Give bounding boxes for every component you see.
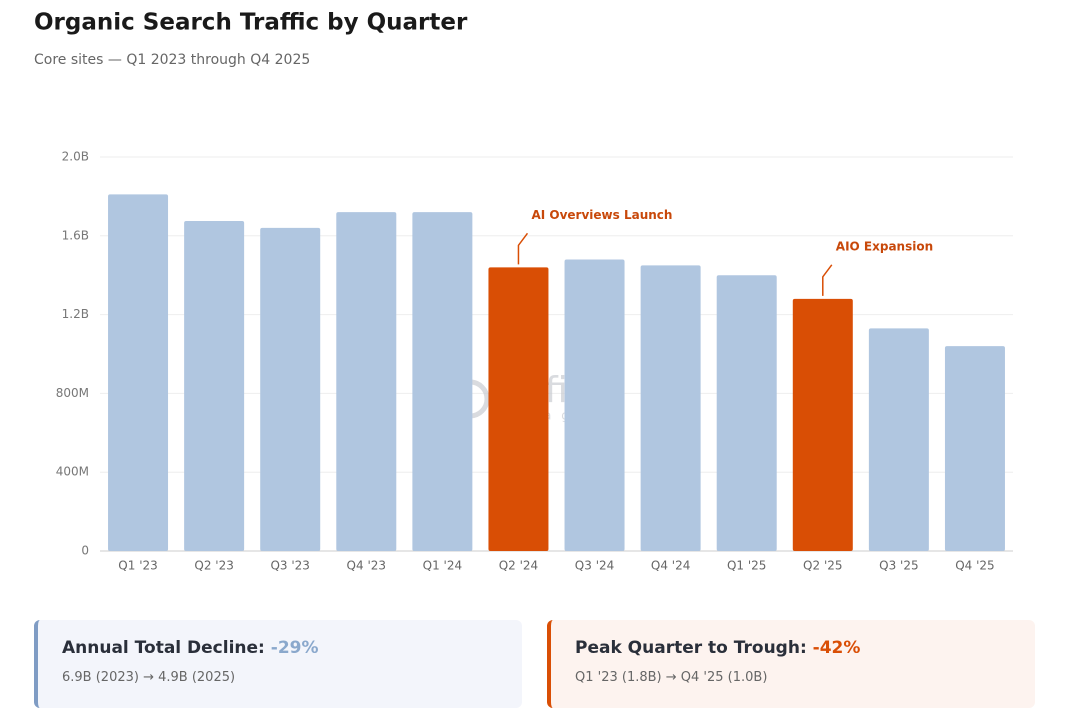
- x-tick-label: Q4 '23: [347, 559, 386, 573]
- x-tick-label: Q1 '25: [727, 559, 766, 573]
- chart-title: Organic Search Traffic by Quarter: [34, 10, 468, 36]
- x-tick-label: Q1 '24: [423, 559, 462, 573]
- y-tick-label: 2.0B: [62, 150, 89, 164]
- x-tick-label: Q2 '25: [803, 559, 842, 573]
- card-value: -29%: [270, 638, 319, 658]
- bar: [488, 267, 549, 551]
- card-detail: 6.9B (2023) → 4.9B (2025): [62, 670, 236, 685]
- chart: Organic Search Traffic by Quarter Core s…: [34, 10, 1013, 573]
- bar: [260, 227, 321, 552]
- card-title: Annual Total Decline: -29%: [62, 638, 522, 658]
- annotation-leader: [517, 232, 529, 265]
- bar: [640, 265, 701, 551]
- y-tick-label: 800M: [56, 386, 89, 400]
- x-tick-label: Q2 '23: [194, 559, 233, 573]
- x-tick-label: Q2 '24: [499, 559, 538, 573]
- x-tick-label: Q3 '24: [575, 559, 614, 573]
- card-label: Annual Total Decline:: [62, 638, 265, 658]
- bar: [716, 275, 777, 551]
- bar: [412, 212, 473, 551]
- bar: [336, 212, 397, 551]
- card-title: Peak Quarter to Trough: -42%: [575, 638, 1035, 658]
- annotation-leader: [822, 264, 833, 296]
- summary-card: Annual Total Decline: -29% 6.9B (2023) →…: [34, 620, 522, 708]
- chart-subtitle: Core sites — Q1 2023 through Q4 2025: [34, 52, 310, 68]
- annotation: AIO Expansion: [836, 239, 933, 253]
- annotation: AI Overviews Launch: [531, 208, 672, 222]
- card-label: Peak Quarter to Trough:: [575, 638, 807, 658]
- bar: [792, 298, 853, 551]
- card-detail: Q1 '23 (1.8B) → Q4 '25 (1.0B): [575, 670, 768, 685]
- summary-card: Peak Quarter to Trough: -42% Q1 '23 (1.8…: [547, 620, 1035, 708]
- y-tick-label: 1.2B: [62, 307, 89, 321]
- y-tick-label: 0: [81, 544, 89, 558]
- bar: [944, 346, 1005, 551]
- y-tick-label: 400M: [56, 465, 89, 479]
- bar: [184, 221, 245, 551]
- x-tick-label: Q4 '25: [955, 559, 994, 573]
- x-tick-label: Q1 '23: [118, 559, 157, 573]
- x-tick-label: Q3 '23: [270, 559, 309, 573]
- x-tick-label: Q3 '25: [879, 559, 918, 573]
- card-value: -42%: [812, 638, 861, 658]
- y-tick-label: 1.6B: [62, 228, 89, 242]
- bar: [868, 328, 929, 551]
- bar: [108, 194, 169, 551]
- bar: [564, 259, 625, 551]
- x-tick-label: Q4 '24: [651, 559, 690, 573]
